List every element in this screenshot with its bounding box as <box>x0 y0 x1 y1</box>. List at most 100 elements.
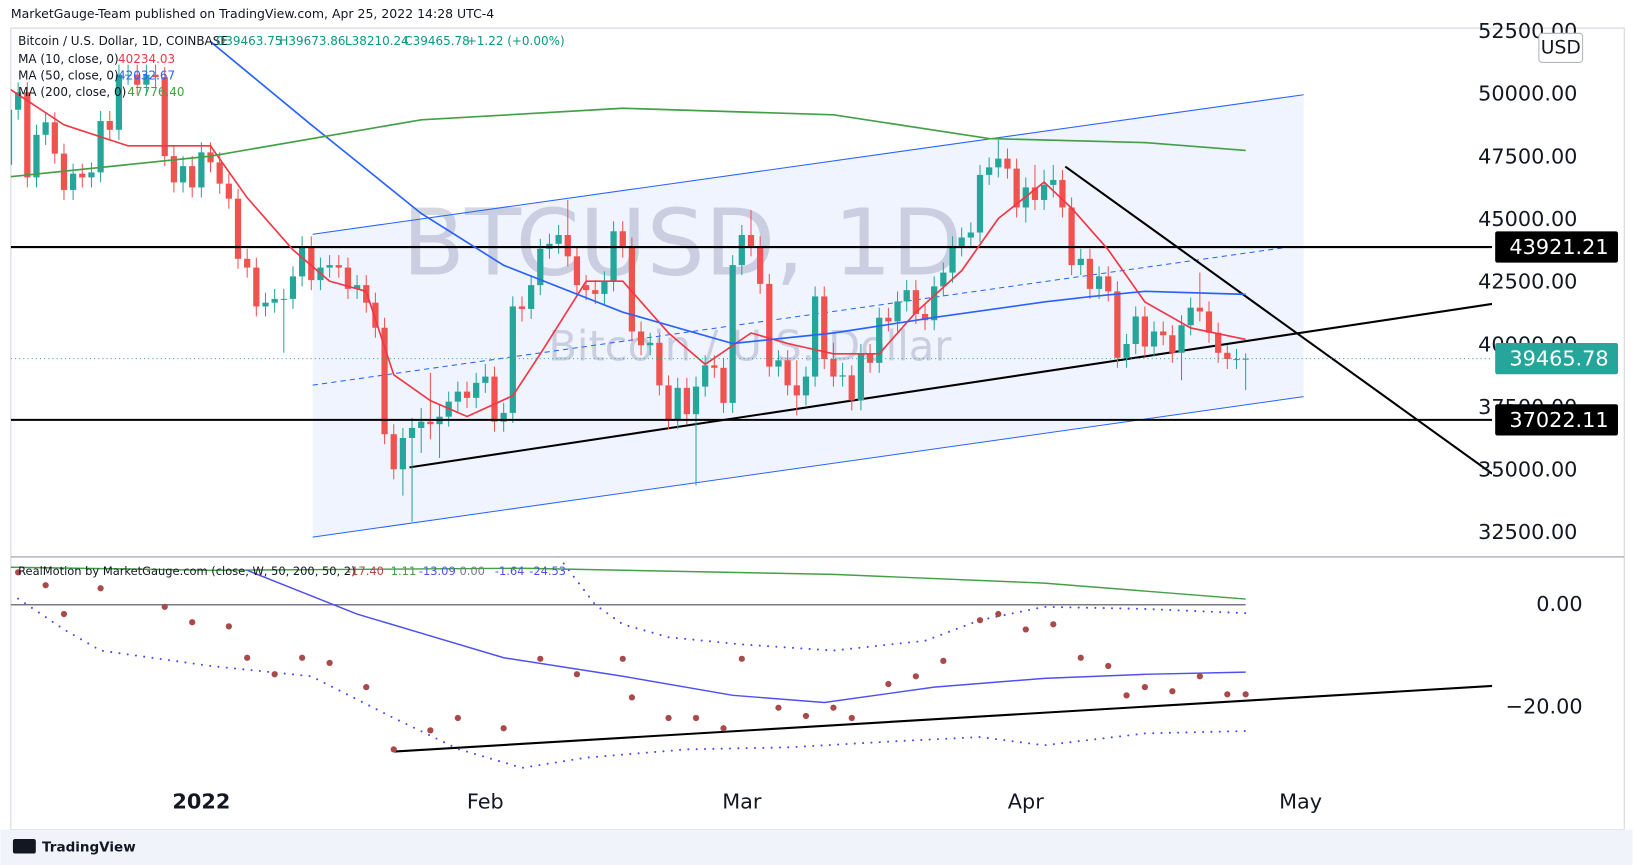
candle-body <box>592 290 599 294</box>
candle-body <box>1068 207 1075 266</box>
band-line <box>558 557 1247 652</box>
candle-body <box>683 387 690 415</box>
motion-dot <box>60 610 68 618</box>
candle-body <box>189 166 196 188</box>
indicator-value: -17.40 <box>347 564 384 578</box>
footer-logo <box>12 838 36 854</box>
legend-label: MA (10, close, 0) <box>18 52 119 66</box>
candle-body <box>885 317 892 322</box>
motion-dot <box>1022 626 1029 633</box>
candle-body <box>866 354 874 363</box>
motion-dot <box>628 694 636 701</box>
candle-body <box>51 122 58 154</box>
candle-body <box>42 122 49 135</box>
motion-dot <box>940 657 947 664</box>
candle-body <box>253 267 260 307</box>
candle-body <box>711 365 718 368</box>
candle-body <box>729 265 736 403</box>
motion-dot <box>573 671 581 678</box>
candle-body <box>610 231 617 282</box>
candle-body <box>427 421 434 425</box>
trend-line <box>409 302 1493 469</box>
last-price-label: 39465.78 <box>1509 347 1608 371</box>
candle-body <box>720 367 727 403</box>
candle-body <box>931 286 938 321</box>
candle-body <box>757 246 764 284</box>
candle-body <box>647 342 654 346</box>
motion-dot <box>1077 654 1084 661</box>
candle-body <box>1114 291 1121 358</box>
candle-body <box>784 360 791 386</box>
channel-upper <box>312 94 1304 235</box>
candle-body <box>482 376 489 383</box>
indicator-value: -13.09 <box>419 564 456 578</box>
motion-dot <box>976 617 984 624</box>
candle-body <box>79 173 86 178</box>
candle-body <box>619 231 626 248</box>
motion-dot <box>299 654 306 661</box>
indicator-line <box>246 569 1246 704</box>
channel-fill <box>312 94 1304 538</box>
x-tick-label: May <box>1279 790 1322 814</box>
candle-body <box>967 232 974 238</box>
motion-dot <box>15 569 22 576</box>
candle-body <box>399 437 407 470</box>
y-tick-label: 47500.00 <box>1478 144 1577 168</box>
candle-body <box>857 354 865 401</box>
candle-body <box>564 235 571 257</box>
candle-body <box>244 258 251 268</box>
candle-body <box>69 173 77 190</box>
candle-body <box>473 382 480 398</box>
y-tick-label: 32500.00 <box>1478 520 1577 544</box>
candle-body <box>1123 344 1130 358</box>
candle-body <box>1050 179 1057 185</box>
candle-body <box>216 162 223 184</box>
candle-body <box>1215 332 1222 353</box>
candle-body <box>793 385 800 396</box>
candle-body <box>601 281 608 294</box>
candle-body <box>299 246 306 277</box>
y-tick-label: 50000.00 <box>1478 82 1577 106</box>
motion-dot <box>271 671 278 678</box>
candle-body <box>234 198 242 259</box>
candle-body <box>262 302 269 307</box>
motion-dot <box>427 727 434 734</box>
candle-body <box>1150 331 1158 347</box>
x-tick-label: 2022 <box>172 790 230 814</box>
ma-line <box>10 88 1246 418</box>
candle-body <box>207 152 214 163</box>
y-tick-label: 42500.00 <box>1478 270 1577 294</box>
candle-body <box>848 375 855 401</box>
motion-dot <box>390 746 397 753</box>
candle-body <box>976 174 984 233</box>
level-tag-label: 37022.11 <box>1509 408 1608 432</box>
motion-dot <box>326 659 333 667</box>
candle-body <box>308 246 315 281</box>
candle-body <box>986 167 993 175</box>
candle-body <box>1095 276 1103 289</box>
candle-body <box>170 156 178 183</box>
level-tag-label: 43921.21 <box>1509 235 1608 259</box>
candle-body <box>830 359 837 377</box>
level-tag <box>1495 231 1619 263</box>
motion-dot <box>619 655 626 662</box>
ohlc-value: +1.22 (+0.00%) <box>467 34 565 48</box>
candle-body <box>381 327 388 435</box>
last-price-tag <box>1495 343 1619 375</box>
candle-body <box>344 267 352 289</box>
motion-dot <box>225 623 232 630</box>
candle-body <box>463 391 471 398</box>
candle-body <box>454 391 461 402</box>
watermark-symbol: BTCUSD, 1D <box>402 190 962 297</box>
motion-dot <box>995 610 1002 618</box>
motion-dot <box>500 725 507 732</box>
ohlc-value: C39465.78 <box>404 34 469 48</box>
indicator-line <box>10 566 1246 600</box>
candle-body <box>949 246 956 273</box>
legend-value: 42032.67 <box>118 68 175 82</box>
ma-line <box>209 40 1246 345</box>
candle-body <box>702 365 709 387</box>
candle-body <box>537 248 544 286</box>
candle-body <box>1059 179 1066 208</box>
candle-body <box>1242 358 1249 360</box>
